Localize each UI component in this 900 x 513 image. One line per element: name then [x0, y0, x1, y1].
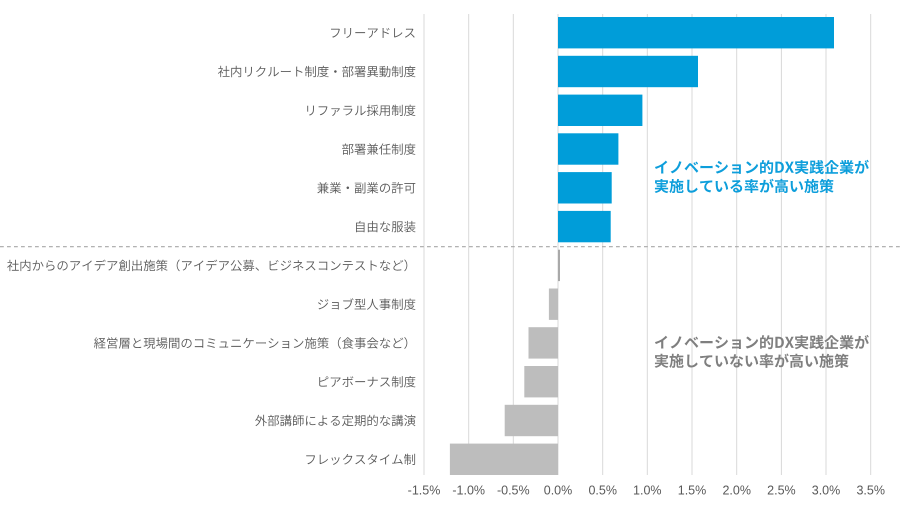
svg-text:0.0%: 0.0%: [544, 484, 573, 498]
svg-text:2.0%: 2.0%: [722, 484, 751, 498]
svg-text:2.5%: 2.5%: [767, 484, 796, 498]
svg-text:-0.5%: -0.5%: [497, 484, 530, 498]
svg-text:1.0%: 1.0%: [633, 484, 662, 498]
svg-text:1.5%: 1.5%: [678, 484, 707, 498]
svg-text:-1.0%: -1.0%: [452, 484, 485, 498]
svg-text:3.0%: 3.0%: [812, 484, 841, 498]
svg-text:-1.5%: -1.5%: [408, 484, 441, 498]
svg-text:3.5%: 3.5%: [856, 484, 885, 498]
svg-text:0.5%: 0.5%: [588, 484, 617, 498]
